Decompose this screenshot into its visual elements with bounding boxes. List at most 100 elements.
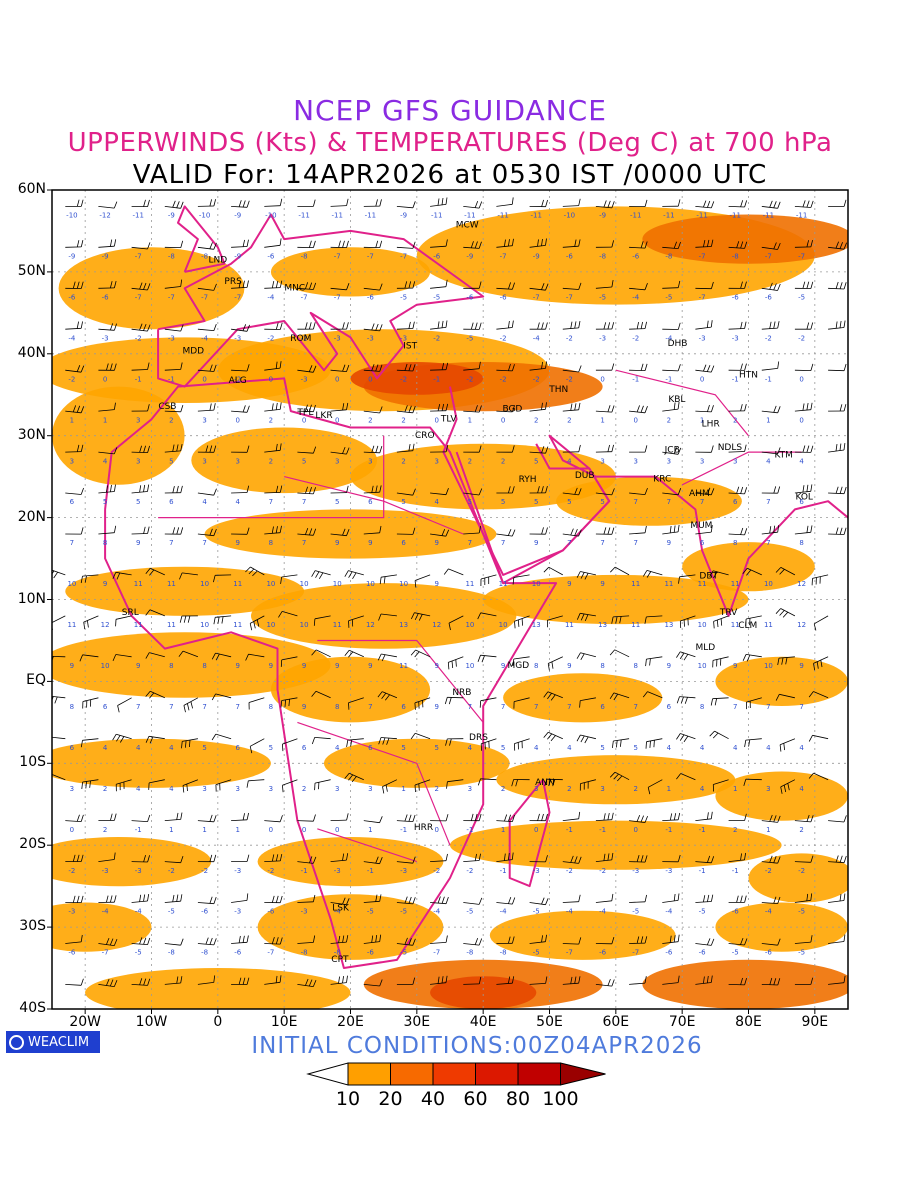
wind-barb (761, 896, 781, 904)
temperature-value: -11 (497, 212, 508, 220)
wind-barb (80, 738, 99, 748)
temperature-value: 1 (103, 416, 107, 424)
wind-barb (529, 283, 549, 291)
temperature-value: 8 (169, 662, 173, 670)
temperature-value: -3 (334, 334, 341, 342)
temperature-value: -11 (464, 212, 475, 220)
wind-barb (629, 241, 648, 249)
country-border (681, 451, 802, 486)
wind-barb (761, 486, 781, 494)
temperature-value: 0 (501, 416, 505, 424)
wind-barb (396, 814, 416, 822)
temperature-value: -7 (334, 294, 341, 302)
wind-barb (164, 404, 184, 413)
temperature-value: 3 (335, 457, 339, 465)
longitude-label: 40E (469, 1014, 497, 1030)
wind-barb (662, 280, 681, 289)
temperature-value: 5 (534, 498, 538, 506)
temperature-value: 2 (302, 785, 306, 793)
weaclim-logo: WEACLIM (6, 1031, 100, 1053)
colorbar-label: 20 (378, 1088, 403, 1110)
latitude-label: 20N (17, 508, 46, 525)
temperature-value: 9 (567, 662, 571, 670)
wind-barb (314, 779, 331, 791)
temperature-value: 4 (700, 785, 705, 793)
wind-barb (662, 241, 681, 249)
wind-barb (777, 656, 795, 666)
wind-barb (98, 813, 117, 821)
temperature-value: 4 (103, 744, 108, 752)
temperature-value: -1 (599, 826, 606, 834)
temperature-value: 6 (600, 703, 605, 711)
wind-barb (363, 525, 382, 535)
wind-barb (363, 856, 383, 865)
wind-barb (496, 486, 515, 494)
country-border (158, 435, 385, 519)
temperature-value: 8 (700, 703, 704, 711)
temperature-value: -11 (763, 212, 774, 220)
temperature-value: -6 (367, 294, 375, 302)
temperature-value: 1 (667, 785, 671, 793)
station-mum: MUM (690, 521, 712, 531)
temperature-value: -6 (267, 908, 275, 916)
temperature-value: -7 (334, 253, 341, 261)
wind-barb (695, 445, 714, 453)
wind-barb (595, 852, 614, 862)
wind-barb (595, 527, 615, 535)
temperature-value: 10 (764, 662, 773, 670)
wind-barb (678, 574, 696, 584)
wind-barb (363, 199, 382, 207)
station-hrr: HRR (414, 823, 433, 833)
wind-barb (629, 199, 648, 207)
temperature-value: -9 (234, 253, 241, 261)
temperature-value: 0 (700, 375, 704, 383)
wind-barb (131, 362, 150, 371)
wind-barb (282, 738, 298, 752)
wind-barb (828, 893, 846, 903)
temperature-value: 4 (534, 744, 539, 752)
temperature-value: 3 (700, 457, 704, 465)
temperature-value: 0 (302, 826, 306, 834)
temperature-value: 11 (631, 580, 640, 588)
temperature-value: 9 (269, 662, 273, 670)
temperature-value: 3 (434, 457, 438, 465)
wind-barb (81, 779, 99, 790)
temperature-value: -7 (135, 294, 142, 302)
temperature-value: 7 (501, 703, 505, 711)
wind-barb (65, 321, 83, 330)
station-dub: DUB (575, 471, 595, 481)
temperature-value: 9 (136, 662, 140, 670)
wind-barb (249, 615, 265, 631)
temperature-value: -2 (301, 334, 308, 342)
temperature-value: 11 (134, 580, 143, 588)
temperature-value: -3 (301, 375, 308, 383)
temperature-value: -8 (466, 949, 473, 957)
wind-barb (330, 975, 348, 985)
temperature-value: 4 (667, 744, 672, 752)
wind-barb (65, 527, 84, 535)
temperature-value: 7 (202, 539, 206, 547)
wind-barb (728, 937, 748, 946)
temperature-value: 6 (103, 703, 108, 711)
wind-barb (179, 615, 198, 623)
wind-barb (264, 238, 282, 248)
wind-barb (330, 853, 349, 862)
wind-barb (363, 364, 383, 372)
temperature-value: -8 (168, 949, 175, 957)
temperature-value: -6 (234, 949, 242, 957)
wind-barb (695, 938, 715, 946)
temperature-value: -6 (765, 294, 773, 302)
wind-barb (695, 894, 714, 903)
temperature-value: 3 (235, 785, 239, 793)
temperature-value: -3 (400, 334, 407, 342)
wind-barb (98, 402, 116, 412)
temperature-value: -3 (334, 867, 341, 875)
wind-barb (529, 238, 547, 248)
wind-barb (311, 690, 331, 699)
wind-barb (363, 240, 383, 248)
temperature-value: 11 (465, 580, 474, 588)
temperature-value: 0 (633, 416, 637, 424)
wind-barb (728, 444, 747, 453)
temperature-value: 8 (733, 539, 737, 547)
temperature-value: -7 (566, 294, 573, 302)
